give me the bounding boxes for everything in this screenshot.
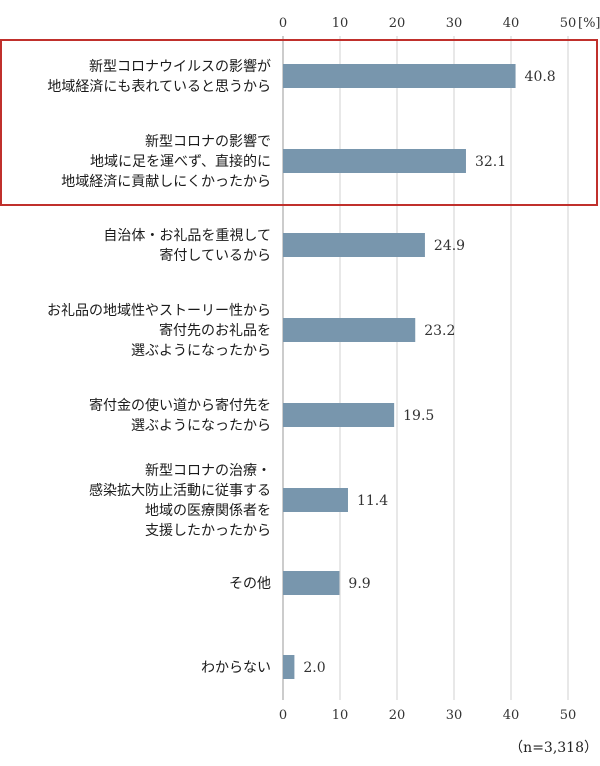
bar [283,233,425,257]
bottom-tick-label: 40 [503,708,520,723]
category-label: 選ぶようになったから [131,343,271,359]
category-label: 地域経済に貢献しにくかったから [61,174,271,190]
category-label: 支援したかったから [145,523,271,539]
sample-size-note: （n=3,318） [509,740,598,756]
category-label: 寄付しているから [159,247,271,264]
category-label: 新型コロナウイルスの影響が [89,58,271,75]
category-label: わからない [201,660,271,676]
value-label: 11.4 [357,493,388,509]
bar [283,655,295,679]
category-label: 新型コロナの治療・ [145,462,271,479]
category-label: 選ぶようになったから [131,418,271,434]
bottom-tick-label: 50 [560,708,577,723]
category-label: 地域経済にも表れていると思うから [47,79,271,95]
top-tick-label: 40 [503,16,520,31]
category-label: 地域に足を運べず、直接的に [90,153,271,170]
bottom-tick-label: 0 [279,708,287,723]
top-tick-label: 50 [560,16,577,31]
category-label: 新型コロナの影響で [145,133,271,150]
value-label: 32.1 [475,154,506,170]
bar [283,403,395,427]
bar [283,488,348,512]
value-label: 24.9 [434,238,465,254]
bar [283,149,466,173]
category-label: 寄付先のお礼品を [159,322,271,339]
top-tick-label: 30 [446,16,463,31]
category-label: 寄付金の使い道から寄付先を [89,397,271,414]
bar [283,64,516,88]
category-label: 感染拡大防止活動に従事する [89,482,271,499]
category-label: 自治体・お礼品を重視して [103,228,271,244]
unit-label: [%] [578,16,600,31]
bottom-tick-label: 10 [332,708,349,723]
value-label: 23.2 [424,323,455,339]
bottom-tick-label: 20 [389,708,406,723]
top-tick-label: 0 [279,16,287,31]
bottom-tick-label: 30 [446,708,463,723]
value-label: 19.5 [403,408,434,424]
value-label: 40.8 [525,69,556,85]
top-tick-label: 10 [332,16,349,31]
bar [283,571,340,595]
top-tick-label: 20 [389,16,406,31]
category-label: お礼品の地域性やストーリー性から [47,303,271,319]
category-label: 地域の医療関係者を [145,502,271,519]
bar [283,318,416,342]
value-label: 9.9 [348,576,370,592]
category-label: その他 [229,576,271,592]
value-label: 2.0 [303,660,325,676]
highlight-box [0,39,598,206]
